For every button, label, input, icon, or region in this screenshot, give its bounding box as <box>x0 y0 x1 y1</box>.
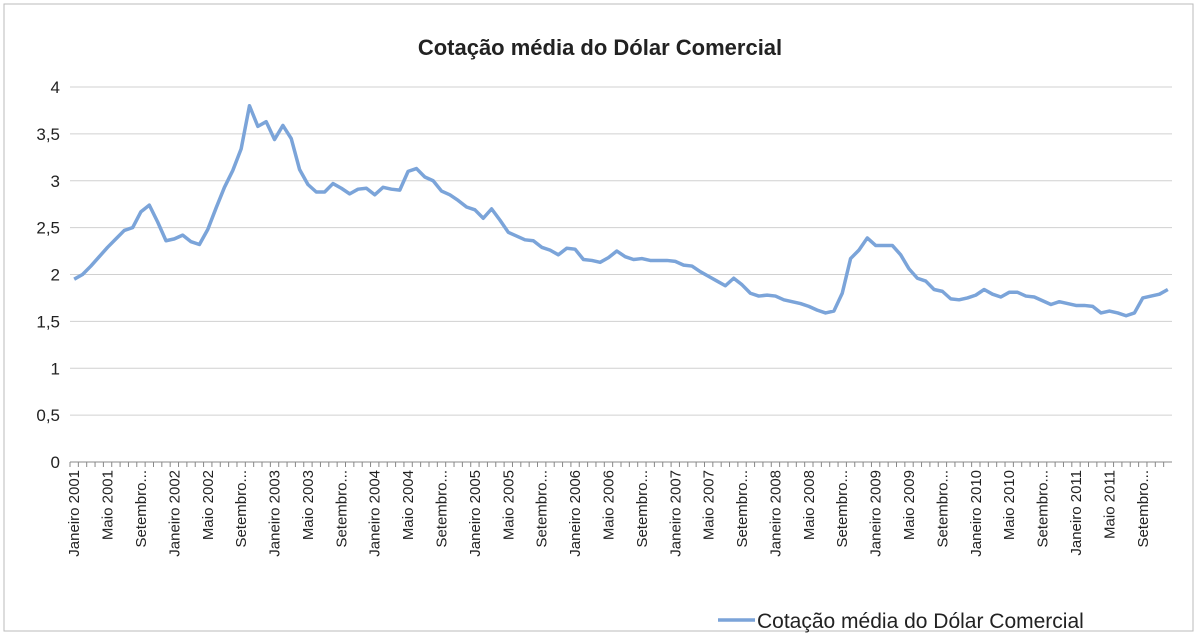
x-tick-label: Setembro... <box>534 470 551 548</box>
x-tick-label: Janeiro 2001 <box>66 470 83 557</box>
x-tick-label: Janeiro 2006 <box>567 470 584 557</box>
x-tick-label: Setembro... <box>333 470 350 548</box>
x-tick-label: Janeiro 2005 <box>467 470 484 557</box>
x-tick-label: Maio 2002 <box>200 470 217 540</box>
x-tick-label: Maio 2001 <box>100 470 117 540</box>
x-tick-label: Janeiro 2008 <box>767 470 784 557</box>
x-tick-label: Maio 2003 <box>300 470 317 540</box>
x-tick-label: Setembro... <box>434 470 451 548</box>
legend-label: Cotação média do Dólar Comercial <box>757 610 1084 633</box>
x-tick-label: Janeiro 2002 <box>166 470 183 557</box>
x-tick-label: Setembro... <box>834 470 851 548</box>
x-tick-label: Maio 2009 <box>901 470 918 540</box>
x-tick-label: Maio 2011 <box>1101 470 1118 539</box>
series-line <box>73 104 1169 318</box>
x-tick-label: Setembro... <box>934 470 951 548</box>
y-tick-label: 4 <box>51 78 60 97</box>
x-tick-label: Maio 2010 <box>1001 470 1018 540</box>
chart-frame <box>3 3 1194 632</box>
y-tick-label: 3 <box>51 172 60 191</box>
x-tick-label: Janeiro 2009 <box>868 470 885 557</box>
x-tick-label: Setembro... <box>734 470 751 548</box>
x-tick-label: Setembro... <box>1035 470 1052 548</box>
y-tick-label: 2 <box>51 266 60 285</box>
x-tick-label: Setembro... <box>634 470 651 548</box>
x-tick-label: Setembro... <box>233 470 250 548</box>
x-tick-label: Maio 2007 <box>701 470 718 540</box>
chart-title: Cotação média do Dólar Comercial <box>418 35 782 60</box>
x-tick-label: Janeiro 2003 <box>267 470 284 557</box>
y-tick-label: 2,5 <box>36 219 60 238</box>
x-tick-label: Setembro... <box>133 470 150 548</box>
x-tick-label: Janeiro 2010 <box>968 470 985 557</box>
y-tick-label: 1 <box>51 359 60 378</box>
x-tick-label: Maio 2008 <box>801 470 818 540</box>
y-tick-label: 1,5 <box>36 312 60 331</box>
x-tick-label: Setembro... <box>1135 470 1152 548</box>
y-tick-label: 3,5 <box>36 125 60 144</box>
y-tick-label: 0 <box>51 453 60 472</box>
x-tick-label: Janeiro 2004 <box>367 470 384 557</box>
y-tick-label: 0,5 <box>36 406 60 425</box>
x-tick-label: Maio 2005 <box>500 470 517 540</box>
x-tick-label: Janeiro 2007 <box>667 470 684 557</box>
x-tick-label: Maio 2004 <box>400 470 417 540</box>
x-tick-label: Maio 2006 <box>600 470 617 540</box>
x-tick-label: Janeiro 2011 <box>1068 470 1085 556</box>
